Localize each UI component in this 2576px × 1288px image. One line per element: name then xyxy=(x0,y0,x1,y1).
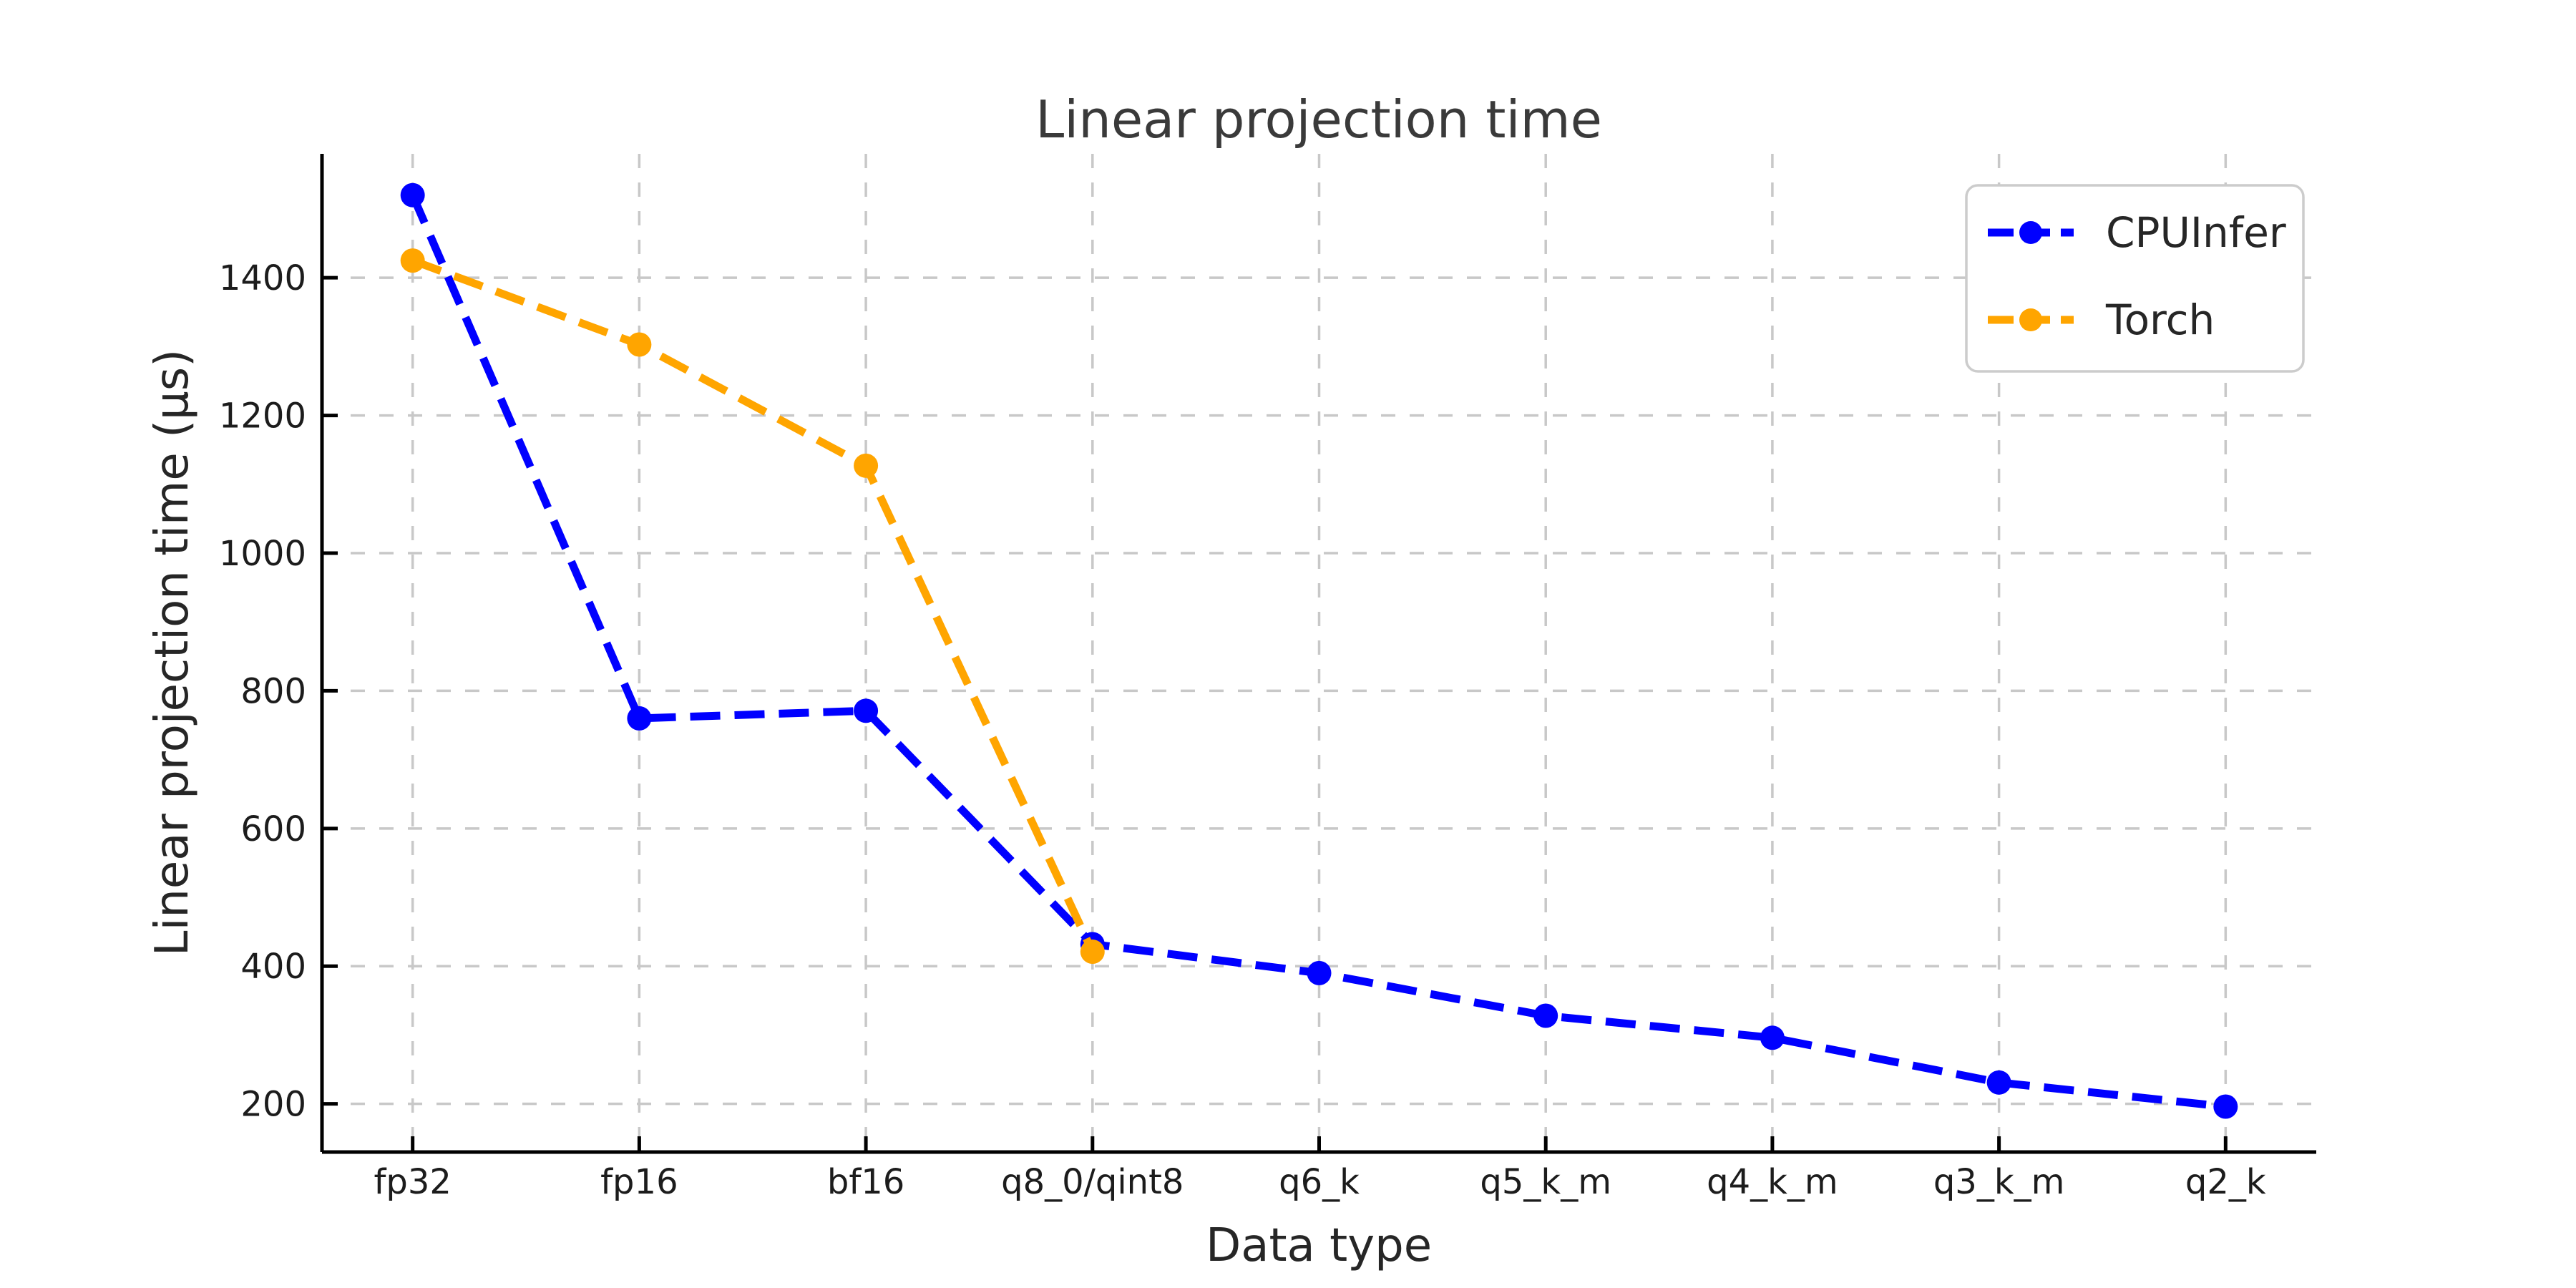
data-point-cpuinfer xyxy=(400,182,425,208)
y-tick-label: 1400 xyxy=(219,258,306,298)
x-tick-label: bf16 xyxy=(827,1162,904,1202)
data-point-cpuinfer xyxy=(854,698,879,723)
data-point-cpuinfer xyxy=(2213,1094,2238,1119)
gridlines xyxy=(322,154,2316,1152)
y-tick-label: 200 xyxy=(240,1085,306,1125)
legend: CPUInfer Torch xyxy=(1965,184,2305,373)
y-tick-label: 800 xyxy=(240,671,306,711)
data-point-cpuinfer xyxy=(1533,1003,1558,1028)
series-line-torch xyxy=(411,256,1096,954)
data-point-cpuinfer xyxy=(1986,1070,2011,1095)
y-tick-label: 400 xyxy=(240,947,306,987)
x-tick-label: q4_k_m xyxy=(1707,1162,1838,1202)
x-tick-label: q3_k_m xyxy=(1933,1162,2065,1202)
legend-marker-torch xyxy=(2019,308,2042,331)
data-point-torch xyxy=(627,332,652,357)
data-point-cpuinfer xyxy=(1307,960,1332,985)
y-tick-label: 1000 xyxy=(219,534,306,574)
x-tick-label: q8_0/qint8 xyxy=(1001,1162,1184,1202)
data-point-torch xyxy=(854,453,879,478)
axes: 200 400 600 800 1000 1200 1400 fp32 fp16 bf16 q8_0… xyxy=(219,154,2316,1202)
chart-title: Linear projection time xyxy=(1035,89,1602,150)
data-series xyxy=(400,182,2238,1119)
data-point-torch xyxy=(1080,940,1105,965)
data-point-cpuinfer xyxy=(1760,1025,1785,1050)
data-point-torch xyxy=(400,248,425,273)
x-tick-label: fp32 xyxy=(374,1162,451,1202)
legend-marker-cpuinfer xyxy=(2019,221,2042,244)
x-tick-label: q5_k_m xyxy=(1480,1162,1611,1202)
data-point-cpuinfer xyxy=(627,706,652,731)
x-tick-label: q2_k xyxy=(2185,1162,2266,1202)
y-axis-label: Linear projection time (µs) xyxy=(146,349,199,956)
legend-box xyxy=(1965,184,2305,373)
legend-label-torch: Torch xyxy=(2105,296,2215,344)
x-tick-label: q6_k xyxy=(1279,1162,1360,1202)
y-tick-label: 600 xyxy=(240,809,306,849)
legend-label-cpuinfer: CPUInfer xyxy=(2106,208,2286,257)
x-axis-label: Data type xyxy=(1206,1219,1432,1272)
x-tick-label: fp16 xyxy=(600,1162,678,1202)
y-tick-label: 1200 xyxy=(219,396,306,436)
